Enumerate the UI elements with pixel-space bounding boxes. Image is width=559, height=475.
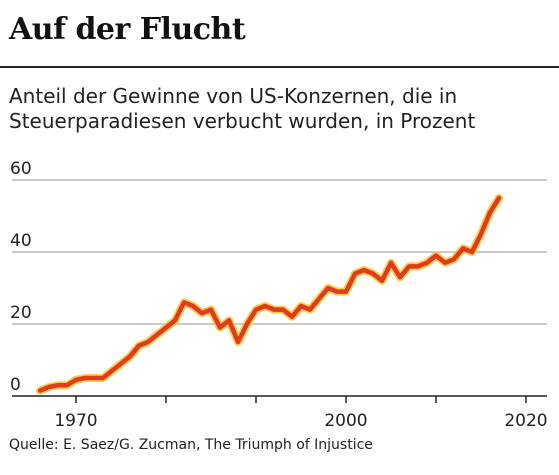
title-divider [0,66,559,68]
chart-title: Auf der Flucht [9,12,246,47]
x-axis [12,395,547,403]
series-line-main [37,195,502,393]
x-tick-label-2000: 2000 [324,411,367,431]
y-tick-label-20: 20 [10,303,32,323]
tick-labels: 0 20 40 60 1970 2000 2020 [10,159,548,431]
series-line [36,194,503,395]
x-tick-label-1970: 1970 [54,411,97,431]
y-tick-label-60: 60 [10,159,32,179]
y-tick-label-40: 40 [10,231,32,251]
source-note: Quelle: E. Saez/G. Zucman, The Triumph o… [9,437,373,453]
y-tick-label-0: 0 [10,375,21,395]
chart-subtitle: Anteil der Gewinne von US-Konzernen, die… [9,84,476,133]
x-tick-label-2020: 2020 [504,411,547,431]
series-line-glow [36,194,503,395]
